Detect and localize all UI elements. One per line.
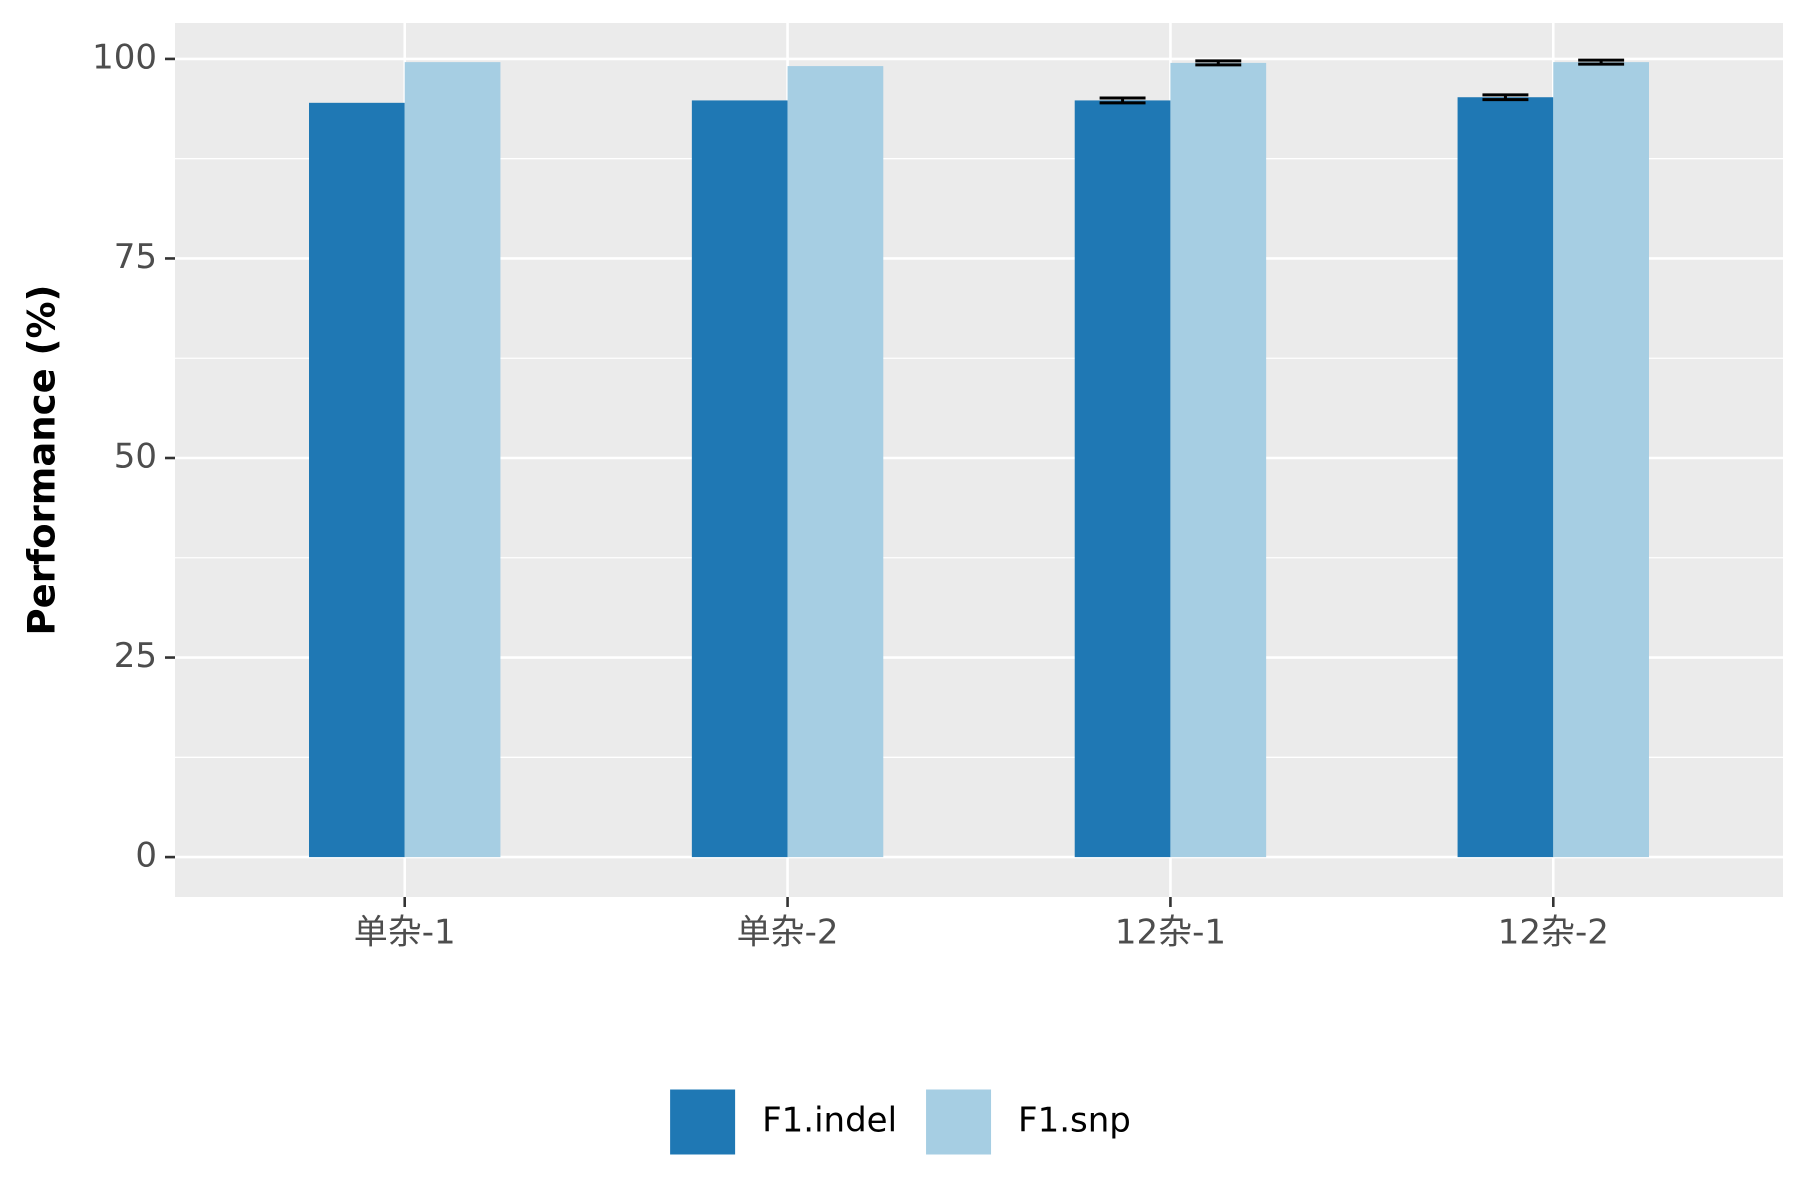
error-bar xyxy=(1578,58,1625,66)
x-tick-label: 12杂-2 xyxy=(1498,913,1609,953)
legend-key xyxy=(924,1087,994,1157)
bar xyxy=(1457,97,1554,858)
bar xyxy=(404,62,501,858)
error-bar xyxy=(1099,96,1146,105)
bar xyxy=(1074,100,1171,858)
legend-label: F1.snp xyxy=(1018,1101,1131,1141)
x-tick-label: 单杂-2 xyxy=(737,913,839,953)
bar xyxy=(1553,62,1649,858)
legend-key xyxy=(668,1087,738,1157)
y-tick-label: 100 xyxy=(92,37,157,77)
x-tick-label: 单杂-1 xyxy=(354,913,456,953)
legend-label: F1.indel xyxy=(762,1101,897,1141)
error-bar xyxy=(1482,93,1529,102)
y-tick-label: 50 xyxy=(114,437,157,477)
y-tick-label: 75 xyxy=(114,237,157,277)
bar xyxy=(1170,62,1267,858)
bar xyxy=(787,66,884,858)
y-axis-title: Performance (%) xyxy=(21,285,64,636)
x-tick-label: 12杂-1 xyxy=(1115,913,1226,953)
error-bar xyxy=(1195,59,1242,67)
bar xyxy=(691,100,788,858)
bar xyxy=(309,102,405,858)
y-tick-label: 0 xyxy=(135,836,157,876)
y-tick-label: 25 xyxy=(114,636,157,676)
